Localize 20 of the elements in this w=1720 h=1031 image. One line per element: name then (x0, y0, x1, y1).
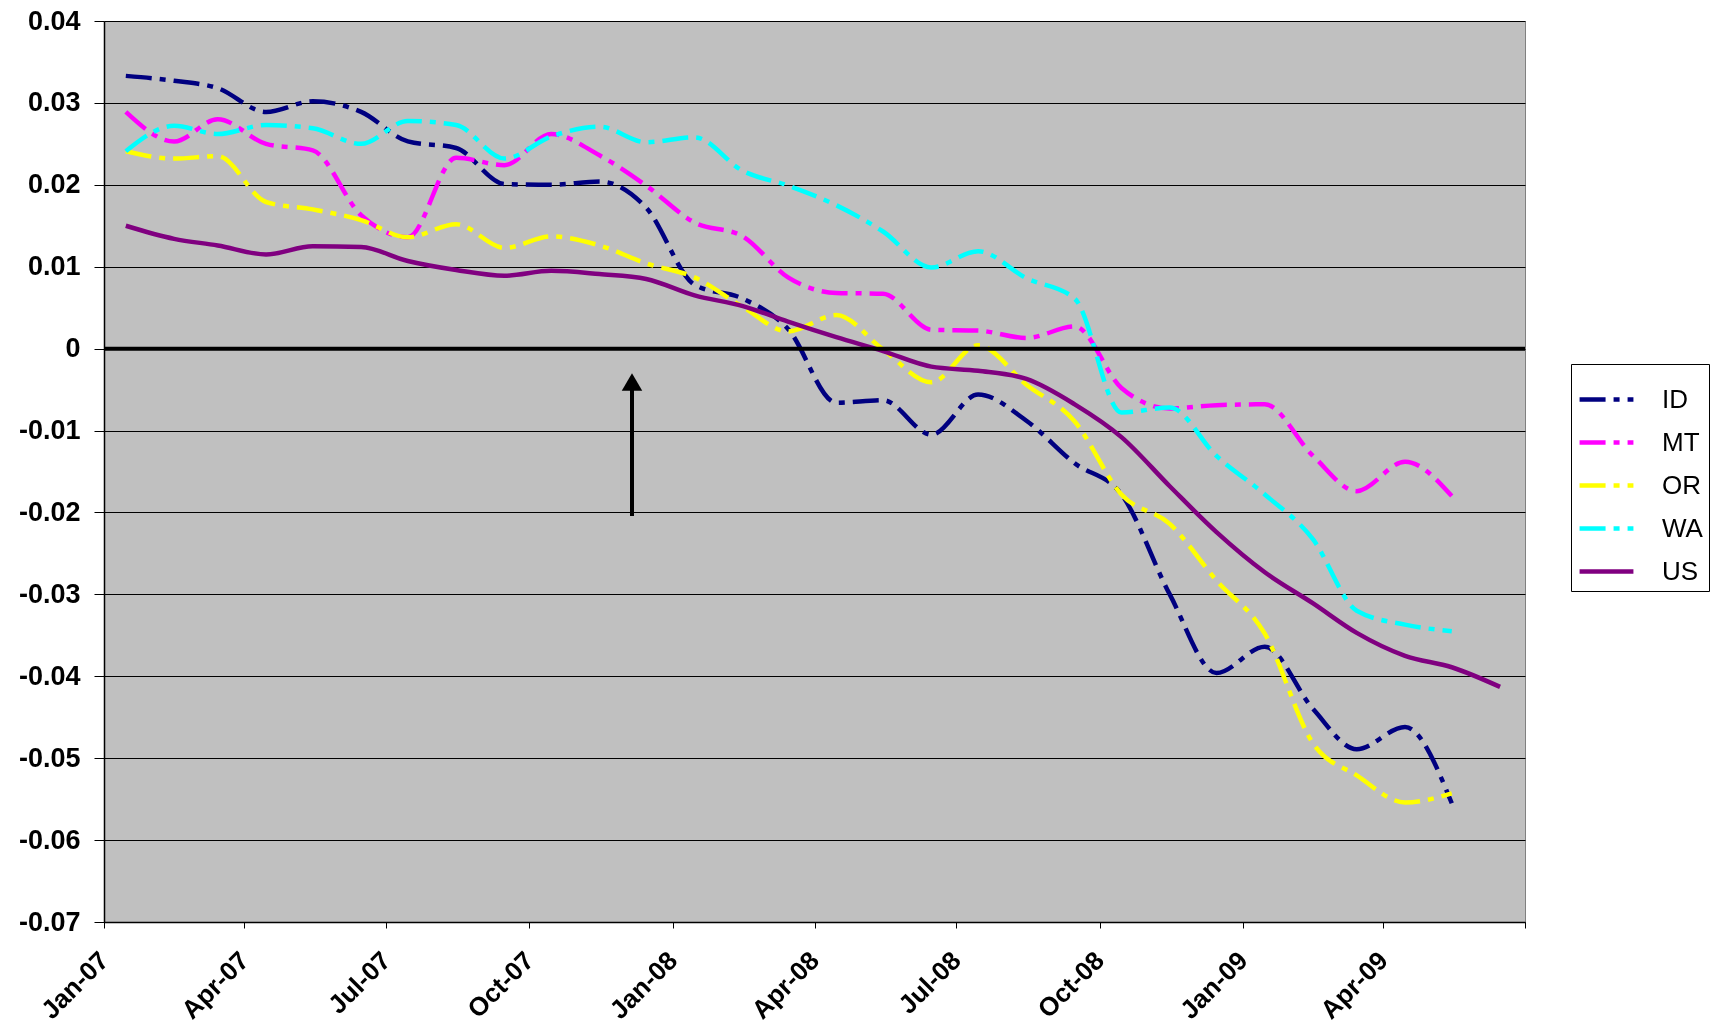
legend-label: US (1662, 555, 1699, 586)
y-tick-label: 0.03 (27, 87, 81, 118)
y-tick-label: -0.06 (18, 824, 81, 855)
line-series (123, 223, 1503, 690)
y-tick-label: -0.05 (18, 742, 81, 773)
line-series (123, 118, 1455, 634)
legend-label: OR (1662, 469, 1701, 500)
y-tick-label: -0.04 (18, 660, 81, 691)
line-series (123, 109, 1455, 499)
y-tick-label: 0.04 (27, 5, 81, 36)
y-tick-label: 0.02 (27, 169, 81, 200)
y-tick-label: -0.01 (18, 415, 81, 446)
legend-label: WA (1662, 512, 1704, 543)
y-tick-label: 0 (65, 333, 81, 364)
legend-label: ID (1662, 383, 1688, 414)
y-tick-label: 0.01 (27, 251, 81, 282)
y-tick-label: -0.02 (18, 496, 81, 527)
y-tick-label: -0.07 (18, 906, 81, 937)
y-tick-label: -0.03 (18, 578, 81, 609)
legend-label: MT (1662, 426, 1700, 457)
